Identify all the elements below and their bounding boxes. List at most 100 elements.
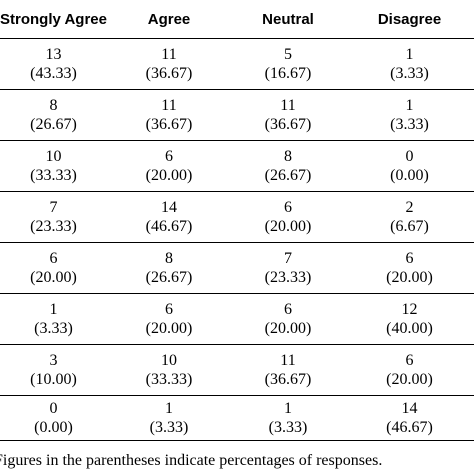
response-percentage: (36.67) — [264, 371, 312, 388]
response-count: 0 — [49, 400, 58, 417]
table-cell: 3 (10.00) — [0, 344, 107, 396]
response-count: 6 — [405, 250, 414, 267]
table-cell: 1 (3.33) — [231, 395, 345, 441]
survey-response-table-container: Strongly Agree Agree Neutral Disagree 13… — [0, 0, 474, 441]
table-row: 10 (33.33) 6 (20.00) 8 (26.67) 0 (0.00) — [0, 140, 474, 192]
table-row: 1 (3.33) 6 (20.00) 6 (20.00) 12 (40.00) — [0, 293, 474, 345]
response-count: 1 — [165, 400, 173, 417]
table-cell: 6 (20.00) — [231, 293, 345, 345]
response-count: 11 — [280, 352, 296, 369]
table-cell: 6 (20.00) — [345, 344, 474, 396]
response-percentage: (36.67) — [145, 65, 193, 82]
table-cell: 8 (26.67) — [231, 140, 345, 192]
table-cell: 0 (0.00) — [0, 395, 107, 441]
table-cell: 6 (20.00) — [0, 242, 107, 294]
response-count: 8 — [165, 250, 173, 267]
response-percentage: (10.00) — [30, 371, 77, 388]
header-strongly-agree: Strongly Agree — [0, 0, 107, 39]
response-count: 5 — [284, 46, 292, 63]
response-percentage: (26.67) — [264, 167, 312, 184]
header-row: Strongly Agree Agree Neutral Disagree — [0, 0, 474, 39]
table-cell: 1 (3.33) — [345, 89, 474, 141]
response-count: 10 — [161, 352, 177, 369]
response-percentage: (33.33) — [145, 371, 193, 388]
response-count: 7 — [49, 199, 58, 216]
table-cell: 10 (33.33) — [107, 344, 231, 396]
response-count: 1 — [49, 301, 58, 318]
table-body: 13 (43.33) 11 (36.67) 5 (16.67) 1 (3.33) 8 (26.67… — [0, 39, 474, 441]
response-count: 14 — [401, 400, 418, 417]
response-percentage: (20.00) — [264, 218, 312, 235]
response-percentage: (3.33) — [149, 419, 189, 436]
table-cell: 13 (43.33) — [0, 39, 107, 90]
table-row: 8 (26.67) 11 (36.67) 11 (36.67) 1 (3.33) — [0, 89, 474, 141]
table-cell: 6 (20.00) — [345, 242, 474, 294]
table-row: 13 (43.33) 11 (36.67) 5 (16.67) 1 (3.33) — [0, 39, 474, 90]
response-percentage: (0.00) — [390, 167, 429, 184]
response-count: 8 — [284, 148, 292, 165]
response-count: 6 — [165, 148, 173, 165]
table-row: 6 (20.00) 8 (26.67) 7 (23.33) 6 (20.00) — [0, 242, 474, 294]
table-cell: 1 (3.33) — [345, 39, 474, 90]
response-percentage: (3.33) — [390, 65, 429, 82]
table-cell: 7 (23.33) — [0, 191, 107, 243]
table-cell: 8 (26.67) — [0, 89, 107, 141]
response-count: 7 — [284, 250, 292, 267]
response-count: 0 — [405, 148, 414, 165]
table-row: 3 (10.00) 10 (33.33) 11 (36.67) 6 (20.00) — [0, 344, 474, 396]
response-percentage: (20.00) — [386, 371, 433, 388]
response-percentage: (20.00) — [30, 269, 77, 286]
table-footnote: Figures in the parentheses indicate perc… — [0, 452, 383, 469]
response-percentage: (3.33) — [268, 419, 308, 436]
response-percentage: (26.67) — [145, 269, 193, 286]
response-count: 12 — [401, 301, 418, 318]
response-percentage: (20.00) — [264, 320, 312, 337]
response-percentage: (46.67) — [145, 218, 193, 235]
header-neutral: Neutral — [231, 0, 345, 39]
response-percentage: (3.33) — [390, 116, 429, 133]
table-cell: 5 (16.67) — [231, 39, 345, 90]
response-percentage: (43.33) — [30, 65, 77, 82]
survey-response-table: Strongly Agree Agree Neutral Disagree 13… — [0, 0, 474, 441]
response-count: 14 — [161, 199, 177, 216]
response-percentage: (26.67) — [30, 116, 77, 133]
response-percentage: (6.67) — [390, 218, 429, 235]
table-cell: 6 (20.00) — [107, 293, 231, 345]
response-count: 1 — [405, 97, 414, 114]
header-disagree: Disagree — [345, 0, 474, 39]
table-cell: 6 (20.00) — [231, 191, 345, 243]
response-count: 6 — [49, 250, 58, 267]
table-cell: 2 (6.67) — [345, 191, 474, 243]
table-cell: 11 (36.67) — [107, 39, 231, 90]
response-count: 6 — [405, 352, 414, 369]
table-cell: 1 (3.33) — [107, 395, 231, 441]
response-percentage: (3.33) — [34, 320, 73, 337]
response-percentage: (16.67) — [264, 65, 312, 82]
response-percentage: (36.67) — [145, 116, 193, 133]
response-count: 11 — [161, 46, 177, 63]
response-count: 6 — [284, 199, 292, 216]
response-percentage: (23.33) — [30, 218, 77, 235]
table-cell: 14 (46.67) — [345, 395, 474, 441]
response-count: 6 — [165, 301, 173, 318]
response-count: 6 — [284, 301, 292, 318]
response-percentage: (33.33) — [30, 167, 77, 184]
table-cell: 11 (36.67) — [107, 89, 231, 141]
response-percentage: (20.00) — [145, 167, 193, 184]
table-cell: 11 (36.67) — [231, 344, 345, 396]
table-row: 0 (0.00) 1 (3.33) 1 (3.33) 14 (46.67) — [0, 395, 474, 441]
table-cell: 6 (20.00) — [107, 140, 231, 192]
table-cell: 10 (33.33) — [0, 140, 107, 192]
response-count: 2 — [405, 199, 414, 216]
response-percentage: (36.67) — [264, 116, 312, 133]
response-percentage: (20.00) — [145, 320, 193, 337]
response-count: 3 — [49, 352, 58, 369]
response-count: 1 — [405, 46, 414, 63]
response-percentage: (20.00) — [386, 269, 433, 286]
response-percentage: (40.00) — [386, 320, 433, 337]
table-cell: 12 (40.00) — [345, 293, 474, 345]
response-count: 13 — [45, 46, 62, 63]
response-count: 11 — [161, 97, 177, 114]
table-cell: 1 (3.33) — [0, 293, 107, 345]
response-count: 1 — [284, 400, 292, 417]
